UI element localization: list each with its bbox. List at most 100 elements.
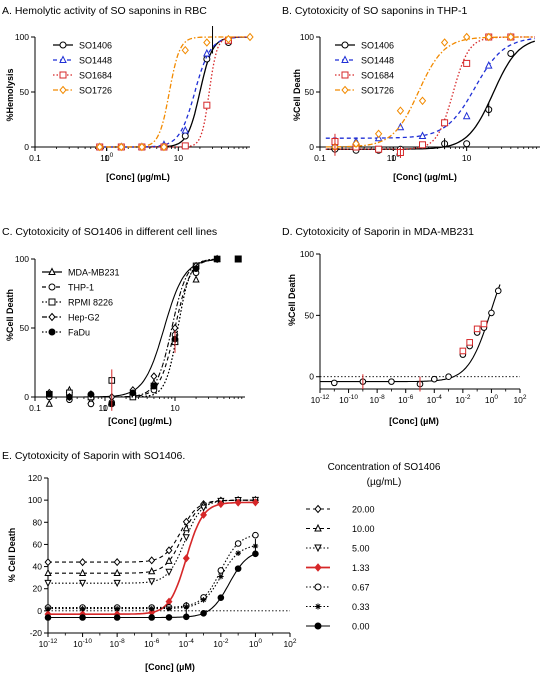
data-point-stroke [201, 597, 206, 603]
panel-c-title: C. Cytotoxicity of SO1406 in different c… [2, 226, 217, 238]
data-point [213, 255, 221, 263]
y-tick-label: 0 [24, 392, 29, 402]
panel-b-chart: B. Cytotoxicity of SO saponins in THP-1 … [282, 5, 540, 182]
data-point [59, 71, 67, 79]
data-point [181, 125, 190, 134]
data-point [396, 106, 405, 115]
data-point [79, 605, 86, 612]
data-point [314, 622, 322, 630]
data-point [217, 567, 225, 574]
data-point [66, 393, 73, 401]
data-point [148, 605, 155, 612]
data-point [418, 96, 427, 106]
legend-label: SO1448 [79, 56, 112, 66]
y-tick-label: 40 [33, 562, 43, 572]
panel-b-title: B. Cytotoxicity of SO saponins in THP-1 [282, 5, 468, 17]
data-point [314, 544, 322, 553]
y-tick-label: 0 [309, 372, 314, 382]
panel-a-title: A. Hemolytic activity of SO saponins in … [2, 5, 207, 17]
data-point [44, 579, 52, 588]
data-point [129, 389, 137, 397]
data-point [117, 142, 125, 152]
y-tick-label: 0 [24, 142, 29, 152]
data-point [150, 372, 158, 381]
fit-curve [320, 284, 501, 383]
data-point [48, 312, 56, 322]
legend-label: SO1448 [361, 56, 394, 66]
legend-entry: SO1448 [53, 55, 112, 66]
data-point [59, 85, 67, 95]
legend-label: RPMI 8226 [68, 298, 113, 308]
x-tick-label: 1 [391, 153, 396, 163]
legend-label: SO1726 [361, 86, 394, 96]
x-tick-label: 10-12 [311, 394, 330, 405]
data-point [341, 85, 349, 95]
panel-e-ylabel: % Cell Death [7, 528, 17, 583]
panel-a-ylabel: %Hemolysis [5, 68, 15, 121]
x-tick-label: 100 [249, 638, 262, 649]
x-tick-label: 10-4 [179, 638, 195, 649]
legend-label: 5.00 [352, 544, 370, 554]
data-point [45, 390, 53, 398]
y-tick-label: 50 [20, 323, 30, 333]
data-point [234, 565, 242, 572]
panel-c-xlabel: [Conc] (µg/mL) [108, 416, 172, 426]
data-point [78, 568, 87, 577]
legend-label: 20.00 [352, 505, 375, 515]
data-point [45, 605, 51, 612]
fit-curve [40, 259, 218, 398]
data-point-stroke [114, 606, 120, 611]
legend-label: SO1406 [79, 41, 112, 51]
data-point [441, 119, 449, 127]
x-tick-label: 10-4 [427, 394, 443, 405]
data-point [315, 603, 321, 610]
data-point [314, 583, 322, 591]
data-point [430, 375, 438, 383]
data-point [314, 504, 322, 514]
data-point [59, 41, 67, 49]
data-point [48, 328, 56, 336]
data-point [182, 554, 190, 563]
y-tick-label: 120 [28, 473, 42, 483]
x-tick-label: 10-6 [398, 394, 414, 405]
data-point [341, 55, 349, 63]
data-point [192, 275, 200, 283]
legend-entry: SO1726 [53, 86, 112, 96]
panel-e-xlabel: [Conc] (µM) [145, 662, 195, 672]
data-point [138, 142, 146, 152]
fit-curve [95, 36, 250, 148]
y-tick-label: 100 [15, 32, 29, 42]
y-tick-label: 80 [33, 517, 43, 527]
fit-curve [40, 258, 218, 398]
x-tick-label: 100 [485, 394, 498, 405]
data-point [252, 531, 259, 539]
legend-label: 0.67 [352, 583, 370, 593]
data-point [113, 579, 121, 588]
data-point-stroke [166, 606, 172, 611]
data-point [45, 399, 53, 407]
panel-b-ylabel: %Cell Death [292, 69, 302, 121]
legend-entry: THP-1 [42, 283, 94, 293]
data-point [181, 45, 189, 55]
panel-d-xlabel: [Conc] (µM) [389, 416, 439, 426]
fit-curve [95, 36, 250, 148]
data-point [507, 32, 515, 42]
data-point [224, 34, 233, 44]
data-point [48, 267, 56, 275]
fit-curve [48, 499, 256, 563]
x-tick-label: 102 [513, 394, 526, 405]
data-point [113, 568, 121, 576]
data-point [217, 594, 225, 601]
data-point [79, 614, 86, 621]
y-tick-label: 50 [305, 310, 315, 320]
panel-d-ylabel: %Cell Death [287, 274, 297, 326]
legend-entry: Hep-G2 [42, 313, 100, 323]
legend-label: 0.33 [352, 602, 370, 612]
fit-curve [40, 258, 218, 398]
x-tick-label: 10-2 [213, 638, 229, 649]
data-point [44, 568, 52, 577]
legend-label: FaDu [68, 328, 90, 338]
fit-curve [325, 36, 535, 150]
y-tick-label: 100 [28, 495, 42, 505]
legend-label: THP-1 [68, 283, 94, 293]
